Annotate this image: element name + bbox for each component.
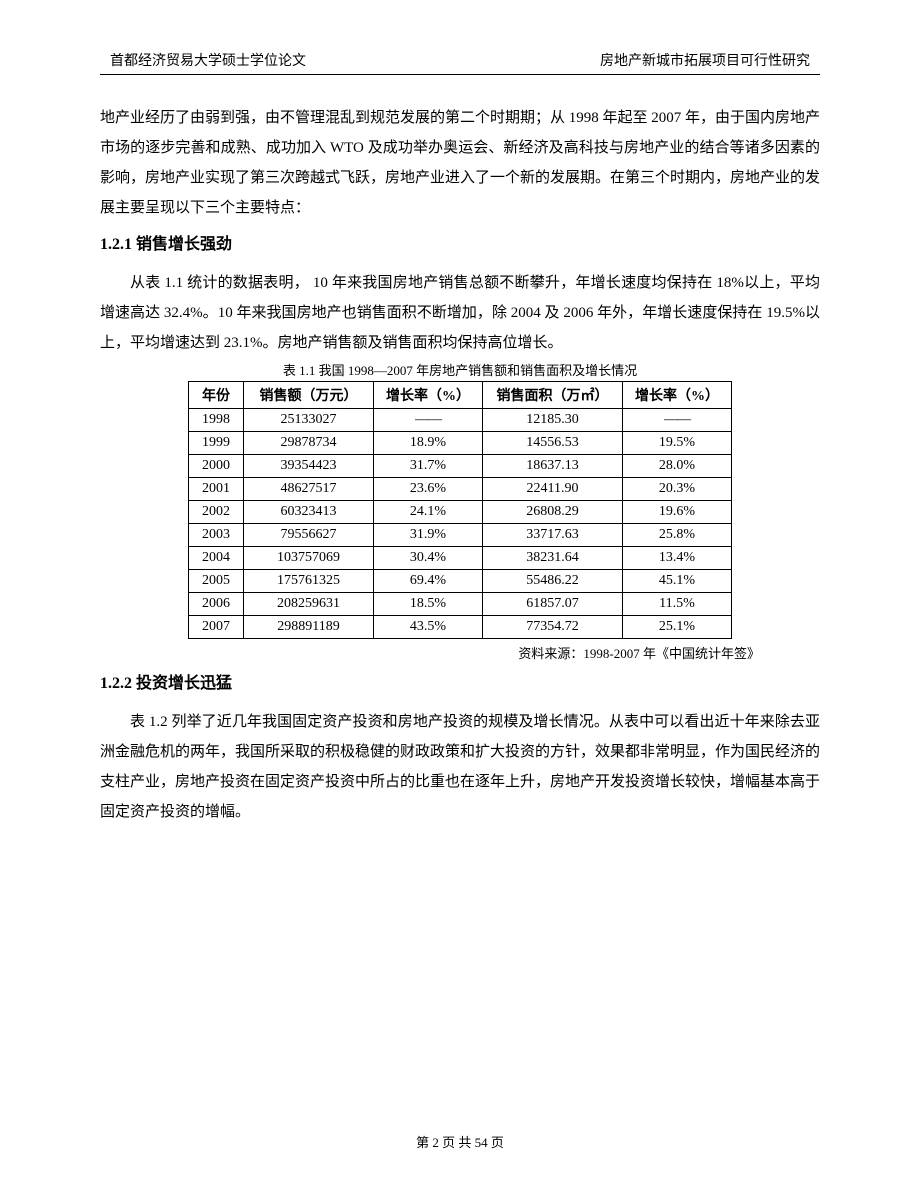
table-cell: 103757069 <box>244 546 374 569</box>
table-row: 199825133027——12185.30—— <box>189 408 732 431</box>
table-cell: 2002 <box>189 500 244 523</box>
table-cell: 2001 <box>189 477 244 500</box>
intro-paragraph: 地产业经历了由弱到强，由不管理混乱到规范发展的第二个时期期；从 1998 年起至… <box>100 103 820 223</box>
table-1-1-caption: 表 1.1 我国 1998—2007 年房地产销售额和销售面积及增长情况 <box>100 360 820 379</box>
section-1-2-2-heading: 1.2.2 投资增长迅猛 <box>100 670 820 699</box>
table-cell: 13.4% <box>623 546 732 569</box>
table-cell: 208259631 <box>244 592 374 615</box>
table-cell: 60323413 <box>244 500 374 523</box>
section-1-2-1-heading: 1.2.1 销售增长强劲 <box>100 231 820 260</box>
table-cell: 48627517 <box>244 477 374 500</box>
table-cell: —— <box>374 408 483 431</box>
table-cell: 2005 <box>189 569 244 592</box>
page-number: 第 2 页 共 54 页 <box>416 1135 504 1150</box>
table-cell: 45.1% <box>623 569 732 592</box>
header-left: 首都经济贸易大学硕士学位论文 <box>110 50 306 70</box>
page-header: 首都经济贸易大学硕士学位论文 房地产新城市拓展项目可行性研究 <box>100 50 820 75</box>
table-cell: 28.0% <box>623 454 732 477</box>
table-row: 20003935442331.7%18637.1328.0% <box>189 454 732 477</box>
table-cell: 39354423 <box>244 454 374 477</box>
table-cell: 14556.53 <box>483 431 623 454</box>
table-cell: 298891189 <box>244 615 374 638</box>
table-cell: 43.5% <box>374 615 483 638</box>
page-footer: 第 2 页 共 54 页 <box>0 1132 920 1151</box>
table-cell: 2007 <box>189 615 244 638</box>
header-right: 房地产新城市拓展项目可行性研究 <box>600 50 810 70</box>
table-cell: 61857.07 <box>483 592 623 615</box>
table-cell: 12185.30 <box>483 408 623 431</box>
table-row: 20037955662731.9%33717.6325.8% <box>189 523 732 546</box>
table-cell: 33717.63 <box>483 523 623 546</box>
table-cell: 2003 <box>189 523 244 546</box>
table-row: 200410375706930.4%38231.6413.4% <box>189 546 732 569</box>
table-cell: 25133027 <box>244 408 374 431</box>
table-row: 200517576132569.4%55486.2245.1% <box>189 569 732 592</box>
table-cell: 22411.90 <box>483 477 623 500</box>
table-cell: 18637.13 <box>483 454 623 477</box>
table-cell: 19.6% <box>623 500 732 523</box>
table-header-row: 年份 销售额（万元） 增长率（%） 销售面积（万㎡） 增长率（%） <box>189 381 732 408</box>
col-year: 年份 <box>189 381 244 408</box>
table-cell: 24.1% <box>374 500 483 523</box>
table-row: 200729889118943.5%77354.7225.1% <box>189 615 732 638</box>
table-cell: 2000 <box>189 454 244 477</box>
table-cell: 175761325 <box>244 569 374 592</box>
table-cell: 2006 <box>189 592 244 615</box>
table-row: 20014862751723.6%22411.9020.3% <box>189 477 732 500</box>
section-1-2-1-paragraph: 从表 1.1 统计的数据表明， 10 年来我国房地产销售总额不断攀升，年增长速度… <box>100 268 820 358</box>
table-cell: 25.1% <box>623 615 732 638</box>
table-1-1-source: 资料来源：1998-2007 年《中国统计年签》 <box>100 643 820 662</box>
table-cell: 69.4% <box>374 569 483 592</box>
table-cell: 25.8% <box>623 523 732 546</box>
table-cell: 1999 <box>189 431 244 454</box>
table-cell: 2004 <box>189 546 244 569</box>
col-growth-rate-1: 增长率（%） <box>374 381 483 408</box>
table-cell: —— <box>623 408 732 431</box>
table-cell: 11.5% <box>623 592 732 615</box>
table-cell: 31.9% <box>374 523 483 546</box>
table-cell: 23.6% <box>374 477 483 500</box>
col-growth-rate-2: 增长率（%） <box>623 381 732 408</box>
section-1-2-2-paragraph: 表 1.2 列举了近几年我国固定资产投资和房地产投资的规模及增长情况。从表中可以… <box>100 707 820 827</box>
table-cell: 18.5% <box>374 592 483 615</box>
table-cell: 38231.64 <box>483 546 623 569</box>
table-cell: 29878734 <box>244 431 374 454</box>
table-cell: 30.4% <box>374 546 483 569</box>
table-cell: 26808.29 <box>483 500 623 523</box>
table-cell: 77354.72 <box>483 615 623 638</box>
table-cell: 55486.22 <box>483 569 623 592</box>
table-cell: 19.5% <box>623 431 732 454</box>
col-sales-area: 销售面积（万㎡） <box>483 381 623 408</box>
table-cell: 18.9% <box>374 431 483 454</box>
table-row: 200620825963118.5%61857.0711.5% <box>189 592 732 615</box>
table-cell: 79556627 <box>244 523 374 546</box>
table-row: 20026032341324.1%26808.2919.6% <box>189 500 732 523</box>
col-sales-amount: 销售额（万元） <box>244 381 374 408</box>
table-cell: 31.7% <box>374 454 483 477</box>
table-row: 19992987873418.9%14556.5319.5% <box>189 431 732 454</box>
table-1-1: 年份 销售额（万元） 增长率（%） 销售面积（万㎡） 增长率（%） 199825… <box>188 381 732 639</box>
table-cell: 1998 <box>189 408 244 431</box>
table-cell: 20.3% <box>623 477 732 500</box>
